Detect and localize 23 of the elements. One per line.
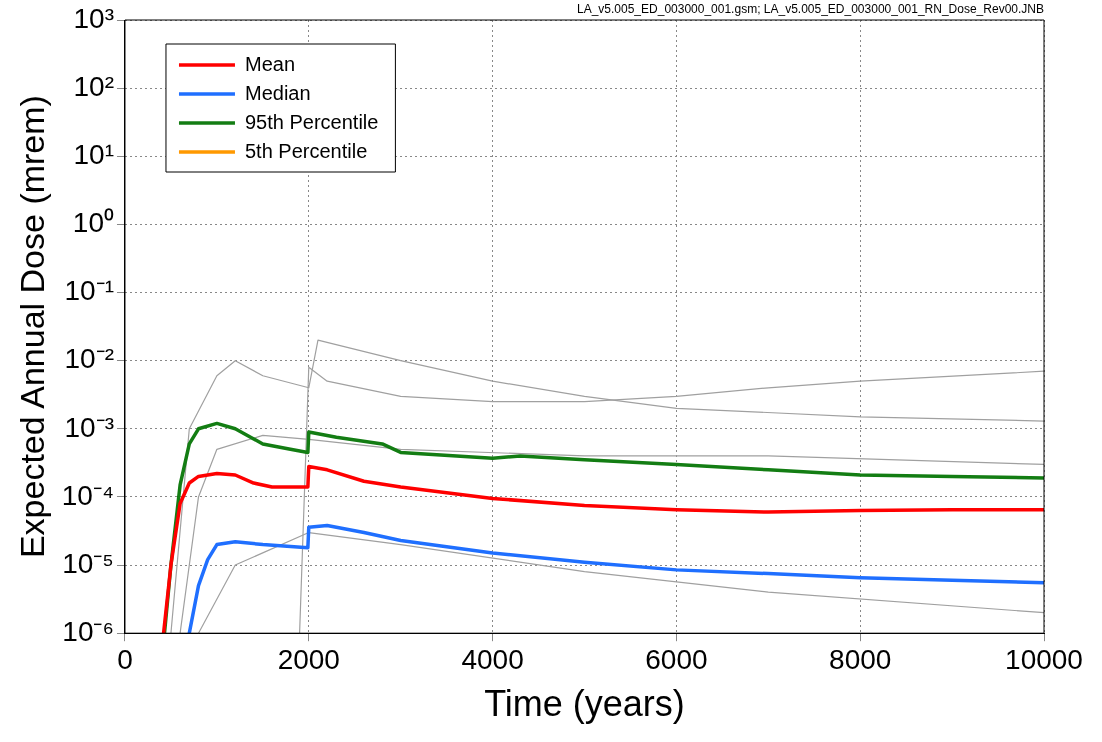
x-tick-label: 4000 — [461, 643, 524, 675]
legend-label: Median — [244, 81, 311, 104]
y-tick-label: 10⁰ — [72, 207, 114, 239]
legend-label: 95th Percentile — [244, 110, 379, 133]
y-tick-label: 10⁻¹ — [64, 275, 114, 307]
legend-label: Mean — [244, 52, 296, 75]
y-axis-title: Expected Annual Dose (mrem) — [12, 95, 51, 559]
y-tick-label: 10² — [73, 70, 114, 102]
x-tick-label: 10000 — [1005, 643, 1083, 675]
y-tick-label: 10⁻² — [64, 343, 114, 375]
y-tick-label: 10³ — [73, 2, 114, 34]
legend-label: 5th Percentile — [244, 139, 368, 162]
x-tick-label: 6000 — [645, 643, 708, 675]
y-tick-label: 10¹ — [73, 138, 114, 170]
x-tick-label: 2000 — [277, 643, 340, 675]
x-axis-title: Time (years) — [484, 683, 685, 725]
y-tick-label: 10⁻⁴ — [61, 479, 114, 511]
y-tick-label: 10⁻³ — [64, 411, 114, 443]
y-tick-label: 10⁻⁵ — [62, 547, 114, 579]
x-tick-label: 0 — [117, 643, 133, 675]
y-tick-label: 10⁻⁶ — [62, 615, 114, 647]
text: LA_v5.005_ED_003000_001.gsm; LA_v5.005_ED_003000_001_RN_Dose_Rev00.JNB — [576, 2, 1044, 17]
x-tick-label: 8000 — [829, 643, 892, 675]
